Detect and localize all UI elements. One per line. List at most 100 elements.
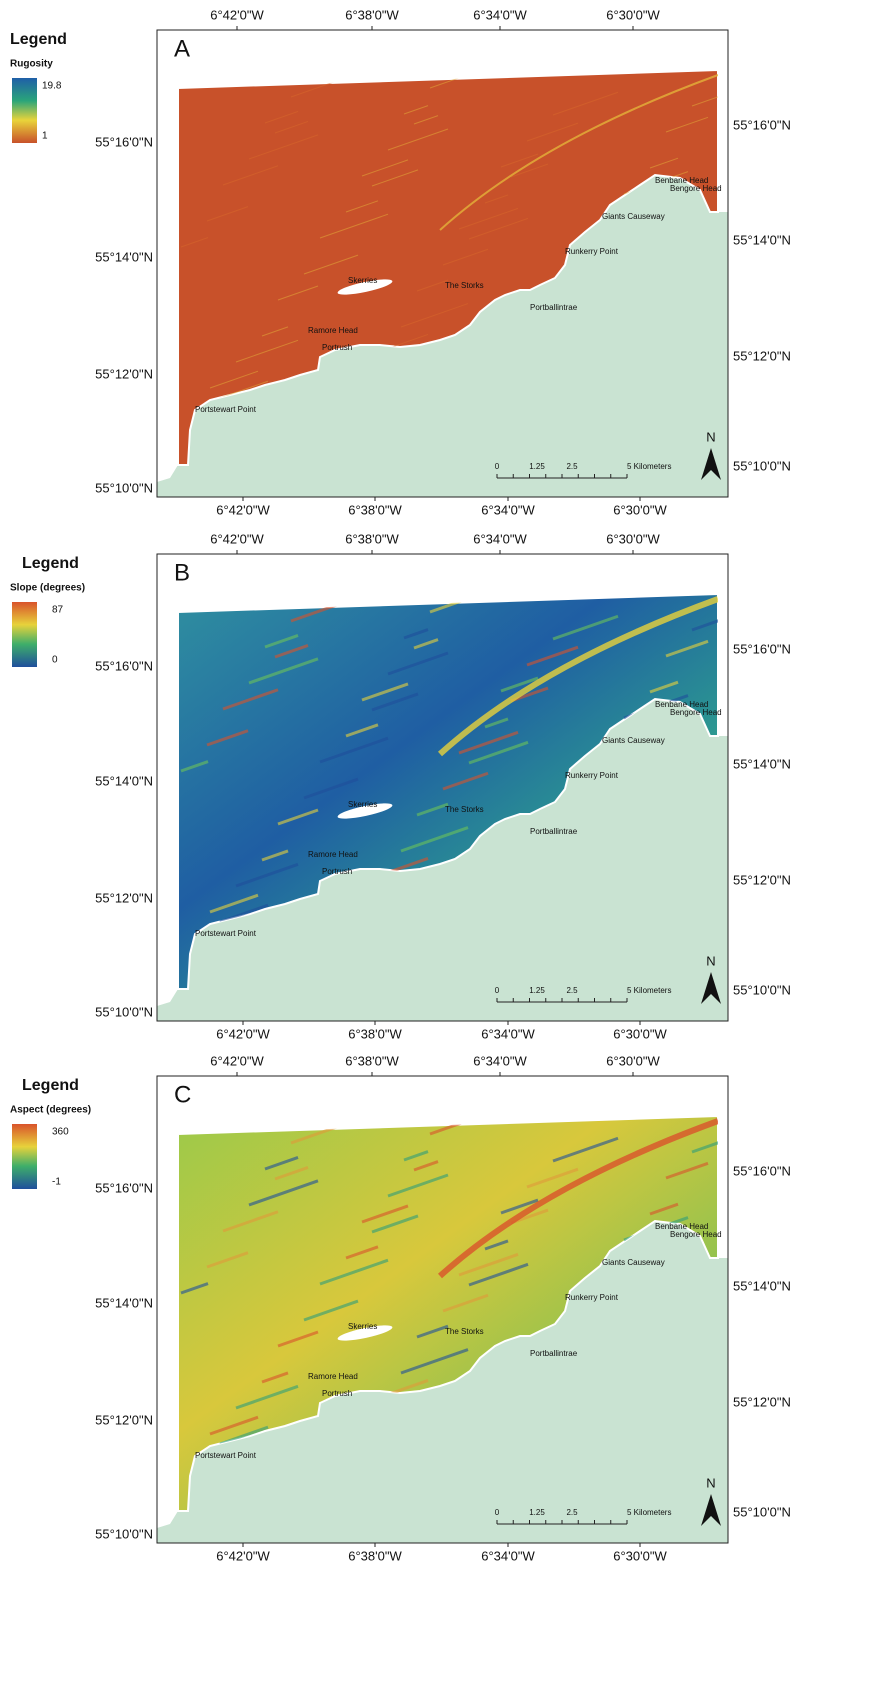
texture-stroke — [277, 808, 319, 826]
texture-stroke — [371, 692, 419, 712]
texture-stroke — [248, 134, 319, 160]
y-label-left: 55°10'0"N — [95, 1526, 153, 1541]
sea — [177, 592, 719, 990]
texture-stroke — [468, 740, 529, 765]
x-label-bottom: 6°38'0"W — [348, 1548, 402, 1563]
texture-stroke — [649, 1202, 679, 1216]
texture-stroke — [484, 194, 509, 204]
texture-stroke — [416, 802, 449, 817]
scale-label: 1.25 — [529, 986, 545, 995]
legend-title: Legend — [22, 555, 79, 572]
y-label-right: 55°12'0"N — [733, 872, 791, 887]
scale-label: 0 — [495, 462, 500, 471]
texture-stroke — [274, 120, 309, 134]
texture-stroke — [209, 370, 259, 389]
scale-label: 5 Kilometers — [627, 1508, 671, 1517]
north-arrow — [701, 1494, 721, 1526]
x-label-top: 6°38'0"W — [345, 7, 399, 22]
texture-stroke — [248, 657, 319, 685]
texture-stroke — [442, 248, 489, 266]
texture-stroke — [261, 326, 289, 337]
texture-stroke — [387, 1173, 449, 1198]
place-name: Ramore Head — [308, 850, 358, 859]
texture-stroke — [290, 603, 339, 623]
texture-stroke — [403, 628, 429, 640]
no-data — [157, 554, 728, 1006]
x-label-top: 6°38'0"W — [345, 531, 399, 546]
legend-ramp — [12, 1124, 37, 1189]
legend-variable: Rugosity — [10, 59, 53, 70]
texture-stroke — [277, 1330, 319, 1348]
legend-min: 1 — [42, 131, 48, 142]
texture-stroke — [649, 680, 679, 694]
texture-stroke — [442, 771, 489, 791]
texture-stroke — [526, 1167, 579, 1189]
legend-max: 87 — [52, 605, 64, 616]
place-name: Portrush — [322, 343, 352, 352]
x-label-bottom: 6°34'0"W — [481, 1026, 535, 1041]
scale-label: 2.5 — [566, 462, 578, 471]
texture-stroke — [665, 1161, 709, 1180]
texture-stroke — [209, 1415, 259, 1436]
x-label-top: 6°38'0"W — [345, 1053, 399, 1068]
island — [337, 279, 393, 295]
texture-stroke — [290, 1125, 339, 1145]
texture-stroke — [413, 1160, 439, 1172]
texture-stroke — [400, 303, 469, 328]
texture-stroke — [261, 849, 289, 862]
texture-stroke — [484, 1239, 509, 1251]
scale-label: 1.25 — [529, 1508, 545, 1517]
place-name: Portballintrae — [530, 827, 578, 836]
texture-stroke — [319, 213, 389, 239]
texture-stroke — [219, 380, 269, 399]
texture-stroke — [274, 1166, 309, 1181]
x-label-bottom: 6°42'0"W — [216, 502, 270, 517]
panel-label: A — [174, 35, 190, 62]
place-name: Skerries — [348, 800, 377, 809]
legend-ramp — [12, 78, 37, 143]
x-label-bottom: 6°34'0"W — [481, 502, 535, 517]
place-name: Giants Causeway — [602, 212, 665, 221]
y-label-right: 55°16'0"N — [733, 117, 791, 132]
texture-stroke — [277, 285, 319, 301]
x-label-top: 6°34'0"W — [473, 7, 527, 22]
texture-stroke — [387, 651, 449, 676]
texture-stroke — [206, 729, 249, 747]
place-name: Ramore Head — [308, 326, 358, 335]
legend-title: Legend — [22, 1077, 79, 1094]
texture-stroke — [526, 122, 579, 142]
place-name: Portstewart Point — [195, 405, 257, 414]
y-label-left: 55°14'0"N — [95, 249, 153, 264]
texture-stroke — [552, 614, 619, 641]
legend-variable: Slope (degrees) — [10, 583, 85, 594]
x-label-bottom: 6°30'0"W — [613, 1026, 667, 1041]
x-label-top: 6°34'0"W — [473, 531, 527, 546]
texture-stroke — [235, 339, 299, 363]
x-label-top: 6°34'0"W — [473, 1053, 527, 1068]
ridge — [437, 1118, 718, 1279]
place-name: Giants Causeway — [602, 1258, 665, 1267]
y-label-left: 55°16'0"N — [95, 658, 153, 673]
place-name: Bengore Head — [670, 184, 722, 193]
north-arrow — [701, 448, 721, 480]
texture-stroke — [413, 638, 439, 650]
texture-stroke — [691, 608, 718, 632]
scale-label: 2.5 — [566, 986, 578, 995]
north-label: N — [706, 429, 715, 444]
x-label-bottom: 6°42'0"W — [216, 1548, 270, 1563]
x-label-top: 6°30'0"W — [606, 531, 660, 546]
texture-stroke — [691, 85, 718, 107]
x-label-bottom: 6°38'0"W — [348, 1026, 402, 1041]
map-panel: B 6°42'0"W 6°38'0"W 6°34'0"W 6°30'0"W 6°42'0"… — [10, 531, 791, 1041]
map-frame — [156, 553, 729, 1022]
place-name: Benbane Head — [655, 700, 708, 709]
place-name: Runkerry Point — [565, 771, 619, 780]
texture-stroke — [371, 1214, 419, 1234]
texture-stroke — [264, 110, 299, 124]
scale-label: 0 — [495, 986, 500, 995]
place-name: Ramore Head — [308, 1372, 358, 1381]
y-label-left: 55°12'0"N — [95, 1412, 153, 1427]
texture-stroke — [209, 893, 259, 914]
place-name: Portstewart Point — [195, 1451, 257, 1460]
